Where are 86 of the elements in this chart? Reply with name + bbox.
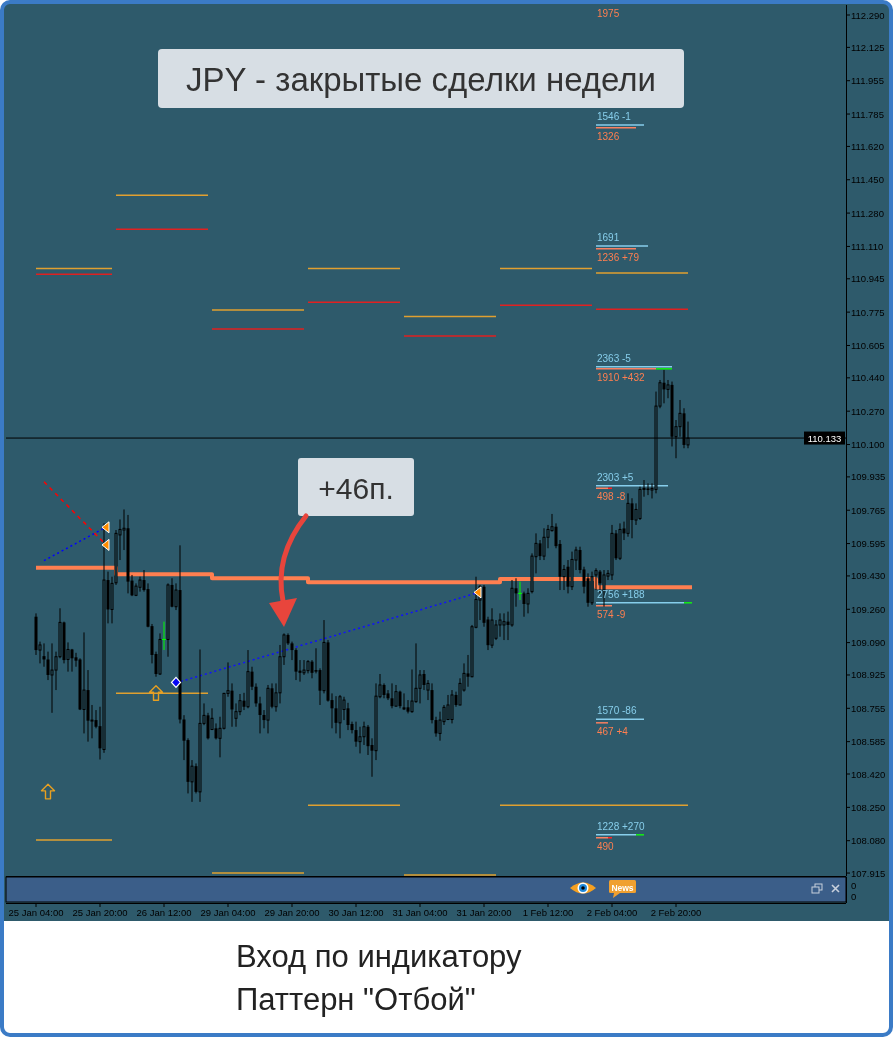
candlestick xyxy=(334,695,338,734)
y-tick-label: 108.755 xyxy=(851,702,886,714)
candlestick xyxy=(390,682,394,709)
text: 0 xyxy=(851,891,857,902)
x-tick-label: 25 Jan 20:00 xyxy=(72,907,128,918)
y-tick-label: 112.125 xyxy=(851,41,885,53)
candlestick xyxy=(502,612,506,641)
candlestick xyxy=(566,559,570,594)
annotation: 1975 xyxy=(597,8,620,19)
y-tick-label: 108.420 xyxy=(851,768,886,780)
candlestick xyxy=(522,591,526,618)
text: Вход по индикатору xyxy=(236,939,523,974)
x-tick-label: 2 Feb 20:00 xyxy=(650,907,702,918)
annotation: 574 -9 xyxy=(597,608,626,620)
x-tick-label: 26 Jan 12:00 xyxy=(136,907,192,918)
annotation: 1910 +432 xyxy=(597,371,645,383)
y-tick-label: 109.260 xyxy=(851,603,886,615)
candlestick xyxy=(538,539,542,561)
x-tick-label: 30 Jan 12:00 xyxy=(328,907,384,918)
y-tick-label: 108.585 xyxy=(851,736,886,748)
point xyxy=(170,676,182,689)
x-tick-label: 29 Jan 20:00 xyxy=(264,907,320,918)
x-tick-label: 25 Jan 04:00 xyxy=(8,907,64,918)
annotation: 1326 xyxy=(597,130,620,142)
candlestick xyxy=(50,642,54,714)
y-tick-label: 111.110 xyxy=(851,240,884,252)
annotation: 1228 +270 xyxy=(597,820,645,832)
candlestick xyxy=(358,726,362,754)
candlestick xyxy=(206,712,210,740)
y-tick-label: 109.090 xyxy=(851,637,886,649)
candlestick xyxy=(294,647,298,681)
candlestick xyxy=(230,682,234,728)
annotation: 1546 -1 xyxy=(597,111,632,123)
text: JPY - закрытые сделки недели xyxy=(186,61,656,98)
y-tick-label: 108.250 xyxy=(851,801,886,813)
text: News xyxy=(611,882,634,893)
annotation: 2363 -5 xyxy=(597,352,632,364)
y-tick-label: 108.080 xyxy=(851,835,886,847)
x-tick-label: 31 Jan 04:00 xyxy=(392,907,448,918)
y-tick-label: 109.935 xyxy=(851,471,886,483)
annotation: 467 +4 xyxy=(597,725,629,737)
text: Паттерн "Отбой" xyxy=(236,982,476,1017)
y-tick-label: 110.440 xyxy=(851,372,885,384)
y-tick-label: 111.450 xyxy=(851,174,884,186)
text: 0 xyxy=(851,880,857,891)
point xyxy=(148,685,164,701)
y-tick-label: 110.775 xyxy=(851,306,885,318)
candlestick xyxy=(406,699,410,714)
x-tick-label: 29 Jan 04:00 xyxy=(200,907,256,918)
candlestick xyxy=(402,692,406,711)
annotation: +46п. xyxy=(318,472,394,505)
y-tick-label: 110.605 xyxy=(851,339,885,351)
y-tick-label: 109.430 xyxy=(851,570,886,582)
y-tick-label: 110.270 xyxy=(851,405,885,417)
y-tick-label: 109.765 xyxy=(851,504,886,516)
x-tick-label: 1 Feb 12:00 xyxy=(522,907,574,918)
annotation: 1236 +79 xyxy=(597,251,640,263)
y-tick-label: 110.100 xyxy=(851,439,885,451)
y-tick-label: 111.785 xyxy=(851,108,884,120)
candlestick xyxy=(346,702,350,731)
x-tick-label: 2 Feb 04:00 xyxy=(586,907,638,918)
y-tick-label: 111.280 xyxy=(851,207,884,219)
candlestick xyxy=(498,612,502,638)
annotation: 490 xyxy=(597,840,615,852)
candlestick xyxy=(662,369,666,404)
x-tick-label: 31 Jan 20:00 xyxy=(456,907,512,918)
point xyxy=(40,783,56,800)
candlestick xyxy=(161,621,167,651)
y-tick-label: 107.915 xyxy=(851,867,886,879)
y-tick-label: 111.620 xyxy=(851,140,884,152)
y-tick-label: 110.945 xyxy=(851,273,885,285)
annotation: 2303 +5 xyxy=(597,471,634,483)
candlestick xyxy=(394,684,398,708)
y-tick-label: 111.955 xyxy=(851,75,884,87)
candlestick xyxy=(646,482,650,496)
candlestick xyxy=(446,694,450,721)
annotation: 498 -8 xyxy=(597,491,626,503)
candlestick xyxy=(517,581,523,601)
candlestick xyxy=(542,527,546,561)
y-tick-label: 108.925 xyxy=(851,669,886,681)
y-tick-label: 112.290 xyxy=(851,9,885,21)
annotation: 2756 +188 xyxy=(597,588,645,600)
candlestick xyxy=(630,497,634,539)
annotation: 1691 xyxy=(597,232,620,244)
annotation: 1570 -86 xyxy=(597,705,637,717)
y-tick-label: 109.595 xyxy=(851,538,886,550)
